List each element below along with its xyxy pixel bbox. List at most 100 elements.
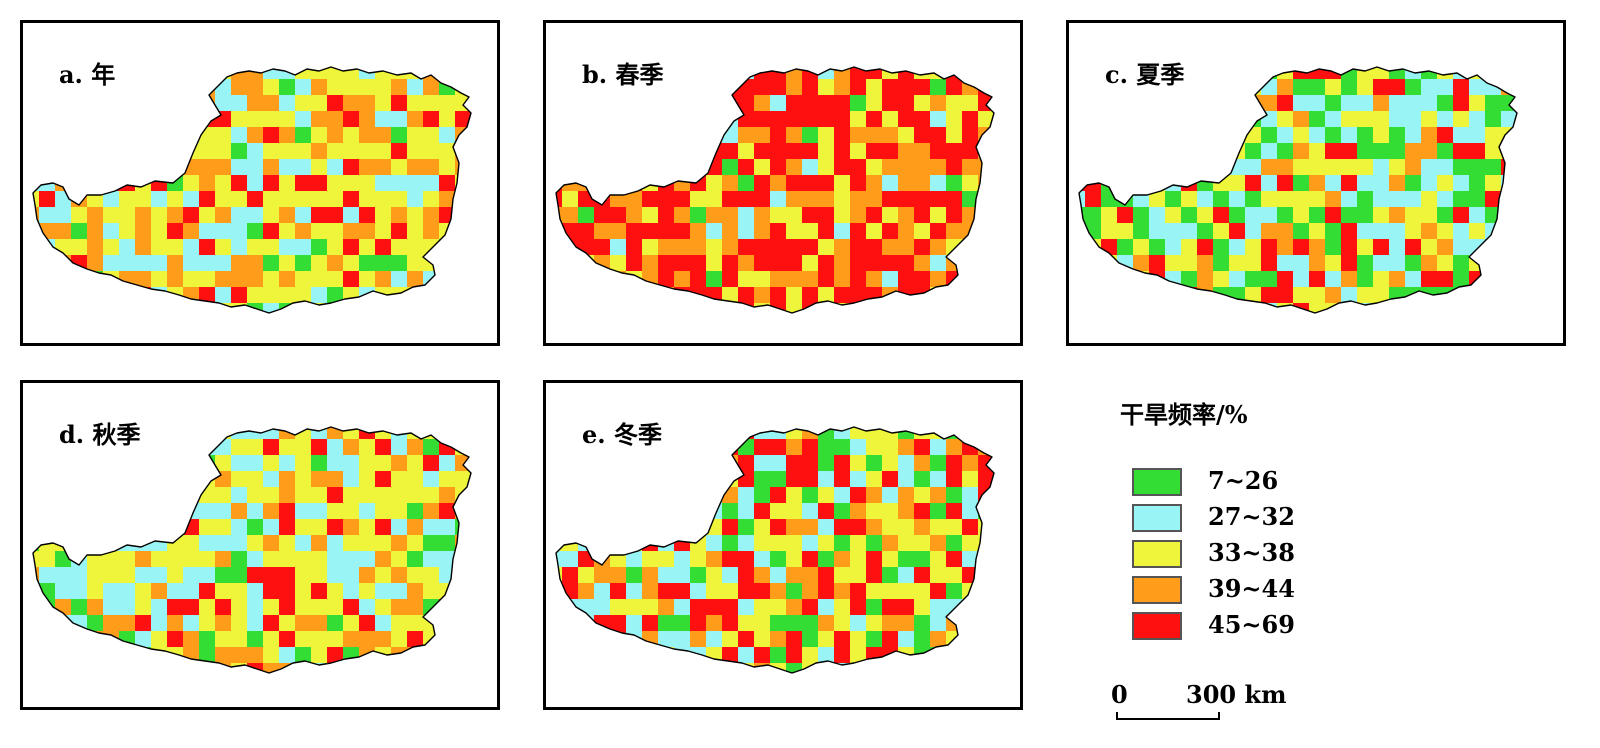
grid-cell (738, 487, 754, 503)
grid-cell (738, 647, 754, 663)
grid-cell (834, 255, 850, 271)
grid-cell (215, 551, 231, 567)
grid-cell (706, 287, 722, 303)
grid-cell (754, 319, 770, 335)
grid-cell (690, 427, 706, 439)
grid-cell (914, 255, 930, 271)
grid-cell (455, 567, 471, 583)
grid-cell (1277, 175, 1293, 191)
grid-cell (690, 455, 706, 471)
grid-cell (626, 191, 642, 207)
grid-cell (738, 631, 754, 647)
grid-cell (1341, 191, 1357, 207)
grid-cell (834, 599, 850, 615)
grid-cell (850, 503, 866, 519)
grid-cell (1197, 303, 1213, 313)
grid-cell (818, 599, 834, 615)
grid-cell (802, 615, 818, 631)
grid-cell (1357, 271, 1373, 287)
grid-cell (642, 319, 658, 335)
grid-cell (658, 303, 674, 313)
grid-cell (359, 599, 375, 615)
grid-cell (1229, 127, 1245, 143)
grid-cell (375, 303, 391, 313)
grid-cell (215, 127, 231, 143)
grid-cell (866, 95, 882, 111)
grid-cell (439, 287, 455, 303)
grid-cell (722, 95, 738, 111)
grid-cell (706, 255, 722, 271)
grid-cell (199, 79, 215, 95)
grid-cell (562, 79, 578, 95)
grid-cell (1165, 175, 1181, 191)
grid-cell (1213, 319, 1229, 335)
grid-cell (343, 503, 359, 519)
grid-cell (407, 663, 423, 673)
grid-cell (690, 271, 706, 287)
grid-cell (439, 551, 455, 567)
grid-cell (882, 239, 898, 255)
grid-cell (962, 303, 978, 313)
grid-cell (978, 487, 994, 503)
grid-cell (151, 207, 167, 223)
grid-cell (119, 583, 135, 599)
grid-cell (1293, 239, 1309, 255)
grid-cell (1485, 67, 1501, 79)
grid-cell (103, 239, 119, 255)
grid-cell (1469, 143, 1485, 159)
grid-cell (215, 255, 231, 271)
grid-cell (55, 631, 71, 647)
grid-cell (674, 487, 690, 503)
grid-cell (706, 427, 722, 439)
grid-cell (279, 319, 295, 335)
grid-cell (1181, 223, 1197, 239)
grid-cell (556, 551, 562, 567)
grid-cell (1389, 223, 1405, 239)
grid-cell (183, 319, 199, 335)
grid-cell (119, 223, 135, 239)
grid-cell (850, 319, 866, 335)
grid-cell (71, 583, 87, 599)
grid-cell (71, 455, 87, 471)
grid-cell (850, 207, 866, 223)
grid-cell (391, 487, 407, 503)
grid-cell (946, 143, 962, 159)
grid-cell (39, 127, 55, 143)
grid-cell (1133, 143, 1149, 159)
grid-cell (556, 287, 562, 303)
grid-cell (946, 599, 962, 615)
grid-cell (407, 551, 423, 567)
grid-cell (556, 487, 562, 503)
grid-cell (882, 583, 898, 599)
grid-cell (87, 663, 103, 673)
grid-cell (722, 191, 738, 207)
grid-cell (1309, 319, 1325, 335)
grid-cell (71, 599, 87, 615)
grid-cell (818, 159, 834, 175)
legend-swatch (1132, 540, 1182, 568)
grid-cell (882, 111, 898, 127)
grid-cell (39, 615, 55, 631)
grid-cell (151, 175, 167, 191)
grid-cell (375, 471, 391, 487)
grid-cell (594, 303, 610, 313)
grid-cell (263, 175, 279, 191)
grid-cell (898, 503, 914, 519)
grid-cell (1261, 191, 1277, 207)
grid-cell (994, 63, 1010, 79)
grid-cell (295, 239, 311, 255)
grid-cell (455, 303, 471, 313)
grid-cell (327, 175, 343, 191)
grid-cell (71, 535, 87, 551)
grid-cell (642, 631, 658, 647)
grid-cell (343, 583, 359, 599)
grid-cell (327, 471, 343, 487)
grid-cell (674, 239, 690, 255)
grid-cell (866, 79, 882, 95)
grid-cell (706, 471, 722, 487)
grid-cell (375, 95, 391, 111)
grid-cell (375, 535, 391, 551)
scale-bar-line (1116, 712, 1220, 720)
grid-cell (674, 663, 690, 673)
grid-cell (391, 255, 407, 271)
